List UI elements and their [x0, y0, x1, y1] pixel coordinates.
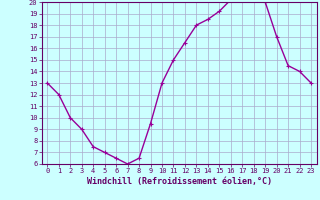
X-axis label: Windchill (Refroidissement éolien,°C): Windchill (Refroidissement éolien,°C) [87, 177, 272, 186]
